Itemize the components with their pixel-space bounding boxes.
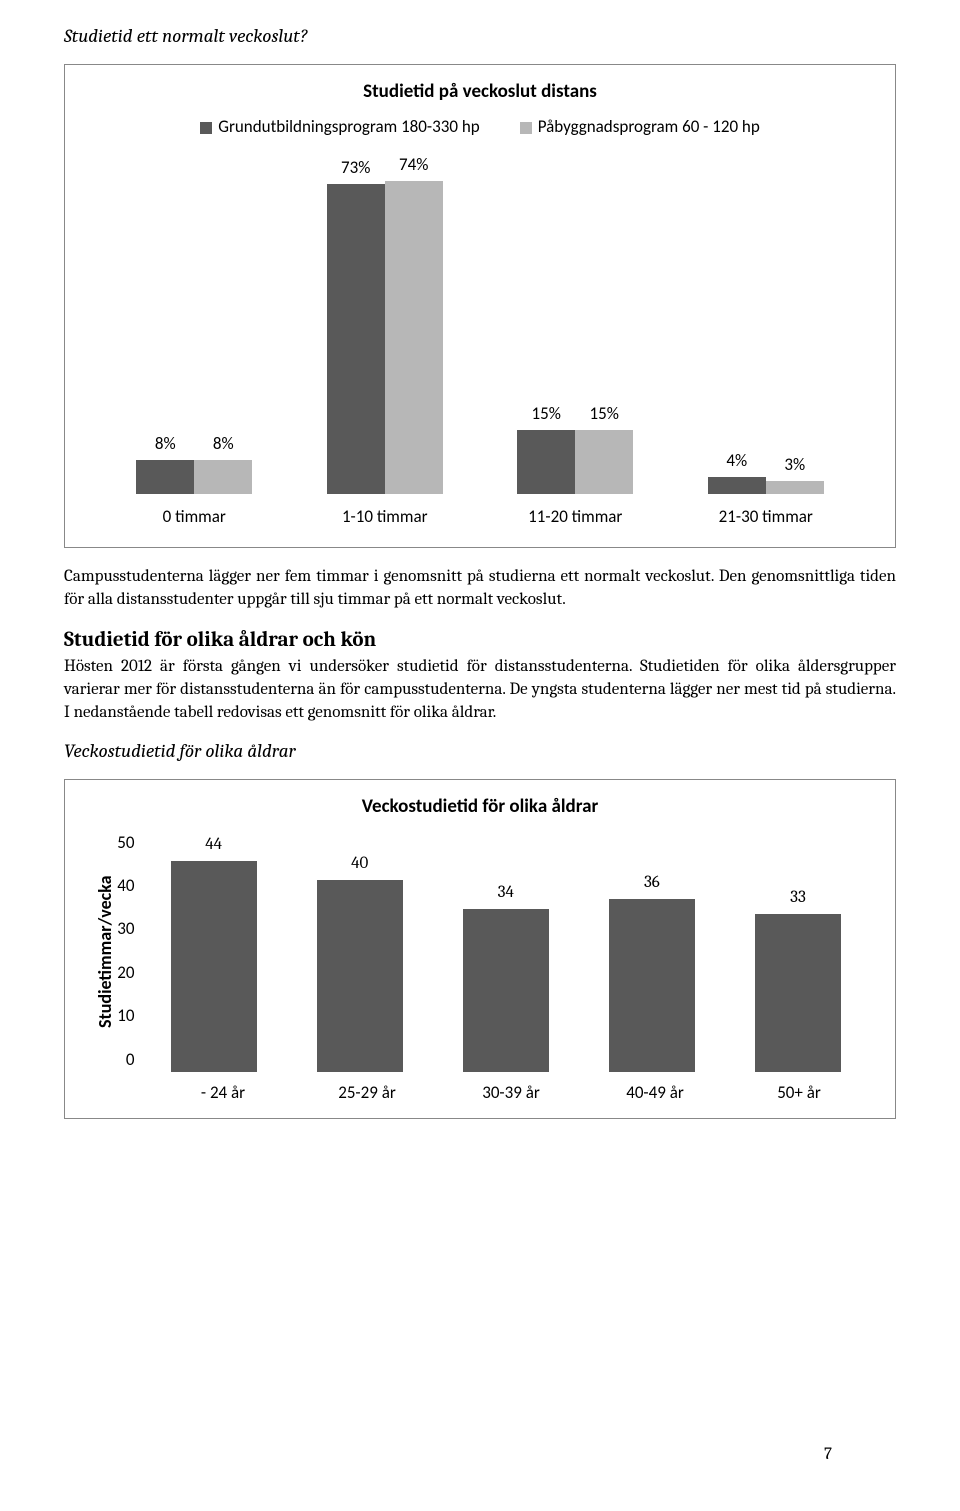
chart1-bar-label: 74% bbox=[399, 154, 428, 177]
chart1-bar bbox=[517, 430, 575, 494]
ytick-label: 0 bbox=[126, 1049, 135, 1072]
ytick-label: 40 bbox=[117, 875, 134, 898]
chart1-bar-label: 15% bbox=[590, 403, 619, 426]
chart2-bar-label: 36 bbox=[644, 872, 660, 895]
chart1-bar-wrap: 73% bbox=[327, 154, 385, 494]
chart2-bar-label: 34 bbox=[498, 882, 514, 905]
chart1-bar-wrap: 3% bbox=[766, 154, 824, 494]
chart1-group: 4% 3% 21-30 timmar bbox=[671, 154, 862, 529]
chart2-bar bbox=[463, 909, 549, 1072]
chart1-bar-label: 3% bbox=[784, 454, 805, 477]
chart1-bar-wrap: 15% bbox=[517, 154, 575, 494]
chart1-bar-label: 73% bbox=[341, 157, 370, 180]
chart2-xaxis: - 24 år25-29 år30-39 år40-49 år50+ år bbox=[151, 1082, 871, 1105]
chart1-title: Studietid på veckoslut distans bbox=[89, 79, 871, 105]
chart1-bar bbox=[385, 181, 443, 494]
chart2-bars: 44 40 34 36 33 bbox=[141, 832, 871, 1072]
legend-item-2: Påbyggnadsprogram 60 - 120 hp bbox=[520, 116, 760, 139]
paragraph-1: Campusstudenterna lägger ner fem timmar … bbox=[64, 566, 896, 612]
ytick-label: 30 bbox=[117, 918, 134, 941]
chart1-x-label: 0 timmar bbox=[163, 506, 226, 529]
chart1-bar-label: 8% bbox=[213, 433, 234, 456]
chart1-x-label: 11-20 timmar bbox=[528, 506, 622, 529]
ytick-label: 50 bbox=[117, 832, 134, 855]
chart1-x-label: 21-30 timmar bbox=[719, 506, 813, 529]
chart1-bar bbox=[575, 430, 633, 494]
chart2-title: Veckostudietid för olika åldrar bbox=[89, 794, 871, 820]
chart2-plot-area: Studietimmar/vecka 50 40 30 20 10 0 44 40 34 36 3… bbox=[89, 832, 871, 1072]
chart1-bar bbox=[327, 184, 385, 494]
chart1-group: 8% 8% 0 timmar bbox=[99, 154, 290, 529]
chart1-group: 15% 15% 11-20 timmar bbox=[480, 154, 671, 529]
chart1-plot: 8% 8% 0 timmar 73% 74% 1-10 timmar 15% 15% 11-20… bbox=[89, 149, 871, 529]
chart1-legend: Grundutbildningsprogram 180-330 hp Påbyg… bbox=[89, 116, 871, 139]
legend-swatch-2 bbox=[520, 122, 532, 134]
caption-veckostudietid: Veckostudietid för olika åldrar bbox=[64, 739, 896, 765]
chart1-bar-label: 4% bbox=[726, 450, 747, 473]
chart2-bar bbox=[755, 914, 841, 1072]
chart2-bar bbox=[171, 861, 257, 1072]
chart2-x-label: 30-39 år bbox=[439, 1082, 583, 1105]
chart2-bar-label: 40 bbox=[351, 853, 368, 876]
chart1-bar bbox=[194, 460, 252, 494]
chart1-bar-wrap: 74% bbox=[385, 154, 443, 494]
chart2-bar bbox=[609, 899, 695, 1072]
legend-label-1: Grundutbildningsprogram 180-330 hp bbox=[218, 116, 479, 139]
chart2-x-label: 40-49 år bbox=[583, 1082, 727, 1105]
chart2-bar-label: 44 bbox=[205, 834, 222, 857]
chart1-x-label: 1-10 timmar bbox=[342, 506, 428, 529]
chart2-x-label: - 24 år bbox=[151, 1082, 295, 1105]
chart2-yaxis-ticks: 50 40 30 20 10 0 bbox=[117, 832, 140, 1072]
chart1-group: 73% 74% 1-10 timmar bbox=[290, 154, 481, 529]
chart1-bar bbox=[136, 460, 194, 494]
chart2-bar-label: 33 bbox=[790, 887, 806, 910]
caption-studietid: Studietid ett normalt veckoslut? bbox=[64, 24, 896, 50]
chart2-bar-wrap: 36 bbox=[609, 832, 695, 1072]
legend-item-1: Grundutbildningsprogram 180-330 hp bbox=[200, 116, 479, 139]
legend-label-2: Påbyggnadsprogram 60 - 120 hp bbox=[538, 116, 760, 139]
ytick-label: 10 bbox=[117, 1005, 134, 1028]
chart1-bar-wrap: 8% bbox=[194, 154, 252, 494]
chart2-yaxis-label: Studietimmar/vecka bbox=[89, 832, 117, 1072]
chart2-x-label: 50+ år bbox=[727, 1082, 871, 1105]
chart2-bar-wrap: 40 bbox=[317, 832, 403, 1072]
chart1-bar-wrap: 8% bbox=[136, 154, 194, 494]
chart2-bar-wrap: 33 bbox=[755, 832, 841, 1072]
chart1-bar-label: 15% bbox=[532, 403, 561, 426]
paragraph-2: Hösten 2012 är första gången vi undersök… bbox=[64, 656, 896, 725]
chart2-bar-wrap: 34 bbox=[463, 832, 549, 1072]
page-number: 7 bbox=[824, 1444, 832, 1467]
chart2-frame: Veckostudietid för olika åldrar Studieti… bbox=[64, 779, 896, 1120]
chart1-bar-wrap: 4% bbox=[708, 154, 766, 494]
chart1-bar-wrap: 15% bbox=[575, 154, 633, 494]
chart2-x-label: 25-29 år bbox=[295, 1082, 439, 1105]
chart1-bar bbox=[708, 477, 766, 494]
chart1-frame: Studietid på veckoslut distans Grundutbi… bbox=[64, 64, 896, 549]
legend-swatch-1 bbox=[200, 122, 212, 134]
ytick-label: 20 bbox=[117, 962, 134, 985]
chart1-bar-label: 8% bbox=[155, 433, 176, 456]
section-heading: Studietid för olika åldrar och kön bbox=[64, 626, 896, 654]
chart2-bar-wrap: 44 bbox=[171, 832, 257, 1072]
chart1-bar bbox=[766, 481, 824, 494]
chart2-bar bbox=[317, 880, 403, 1072]
